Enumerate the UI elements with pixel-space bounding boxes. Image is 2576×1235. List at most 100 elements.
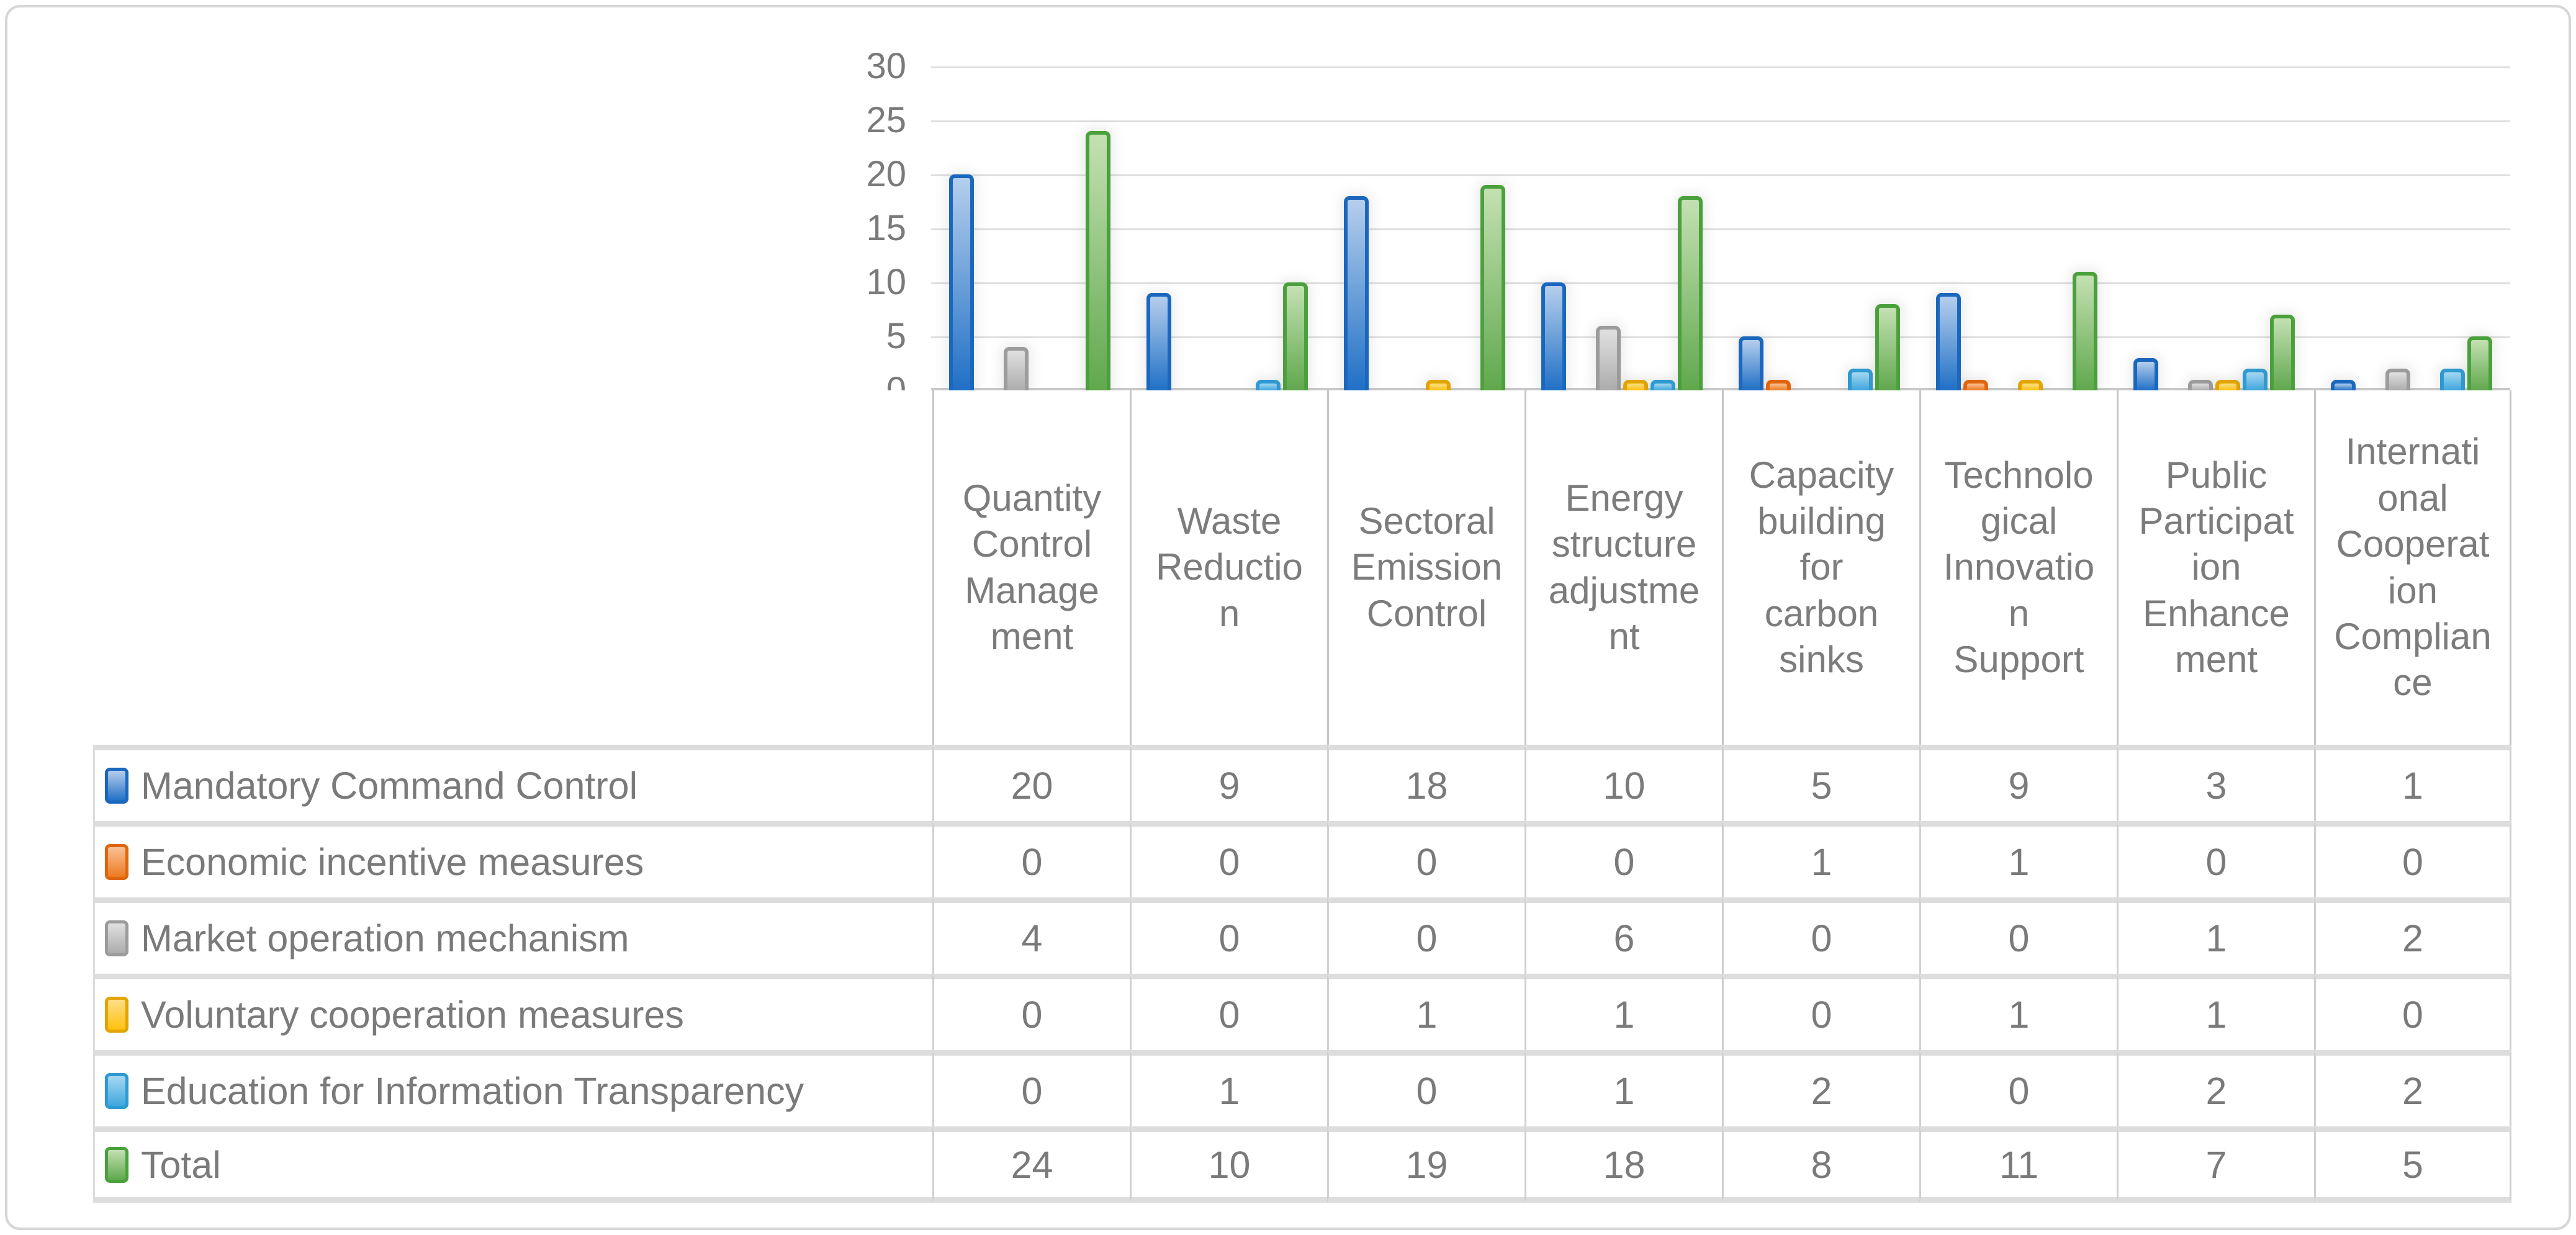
value-cell: 24 (932, 1126, 1130, 1203)
table-row-label: Economic incentive measures (93, 821, 932, 897)
y-axis-tick-label: 10 (866, 262, 906, 302)
value-cell: 18 (1524, 1126, 1722, 1203)
value-cell: 1 (1524, 974, 1722, 1050)
table-row-label: Mandatory Command Control (93, 745, 932, 821)
bar-series-4 (1623, 379, 1648, 390)
bar-series-6 (2270, 315, 2295, 390)
value-cell: 0 (1722, 897, 1919, 974)
series-name-label: Market operation mechanism (141, 917, 629, 959)
category-header-cell: Sectoral Emission Control (1327, 390, 1524, 745)
bar-series-1 (949, 174, 974, 390)
value-cell: 0 (2117, 821, 2314, 897)
bar-series-5 (1848, 369, 1873, 390)
bar-group (931, 66, 1128, 390)
bar-series-6 (1875, 303, 1900, 390)
bar-series-5 (2243, 369, 2268, 390)
legend-swatch-icon (105, 1146, 128, 1183)
value-cell: 7 (2117, 1126, 2314, 1203)
gridline (931, 228, 2510, 230)
bar-series-6 (2467, 336, 2492, 390)
value-cell: 0 (1327, 821, 1524, 897)
bar-series-2 (1766, 379, 1791, 390)
bar-series-1 (2331, 379, 2356, 390)
category-header-cell: Public Participat ion Enhance ment (2117, 390, 2314, 745)
bar-group (1918, 66, 2115, 390)
bar-series-1 (1739, 336, 1763, 390)
bar-series-1 (2133, 357, 2158, 390)
y-axis-tick-label: 5 (886, 316, 906, 356)
bar-series-4 (2018, 379, 2043, 390)
bar-group (2313, 66, 2510, 390)
bar-series-4 (1426, 379, 1451, 390)
y-axis-tick-label: 20 (866, 154, 906, 194)
y-axis-tick-label: 15 (866, 208, 906, 248)
value-cell: 19 (1327, 1126, 1524, 1203)
bar-series-3 (2385, 369, 2410, 390)
gridline (931, 120, 2510, 122)
bar-series-4 (2215, 379, 2240, 390)
value-cell: 1 (2117, 974, 2314, 1050)
legend-swatch-icon (105, 844, 128, 880)
value-cell: 1 (1919, 821, 2117, 897)
value-cell: 0 (932, 821, 1130, 897)
value-cell: 0 (1919, 1050, 2117, 1126)
value-cell: 10 (1524, 745, 1722, 821)
bar-group (1721, 66, 1918, 390)
value-cell: 6 (1524, 897, 1722, 974)
value-cell: 5 (2314, 1126, 2511, 1203)
value-cell: 1 (1327, 974, 1524, 1050)
bar-group (1326, 66, 1523, 390)
y-axis-tick-label: 25 (866, 100, 906, 140)
bar-series-6 (1480, 185, 1505, 390)
legend-swatch-icon (105, 997, 128, 1033)
table-row-label: Market operation mechanism (93, 897, 932, 974)
table-row-label: Total (93, 1126, 932, 1203)
value-cell: 0 (1722, 974, 1919, 1050)
value-cell: 2 (2314, 897, 2511, 974)
bar-series-5 (1651, 379, 1675, 390)
y-axis-tick-label: 30 (866, 46, 906, 86)
value-cell: 0 (1919, 897, 2117, 974)
gridline (931, 336, 2510, 338)
table-corner-empty (93, 390, 932, 745)
value-cell: 8 (1722, 1126, 1919, 1203)
value-cell: 1 (1919, 974, 2117, 1050)
bar-group (2115, 66, 2313, 390)
value-cell: 0 (1130, 897, 1327, 974)
gridline (931, 282, 2510, 284)
data-table: Quantity Control Manage ment Waste Reduct… (93, 390, 2511, 1203)
legend-swatch-icon (105, 1073, 128, 1109)
bar-series-3 (2188, 379, 2213, 390)
value-cell: 5 (1722, 745, 1919, 821)
value-cell: 1 (1524, 1050, 1722, 1126)
value-cell: 0 (932, 974, 1130, 1050)
value-cell: 11 (1919, 1126, 2117, 1203)
series-name-label: Total (141, 1143, 221, 1186)
bar-group (1128, 66, 1326, 390)
legend-swatch-icon (105, 920, 128, 956)
value-cell: 0 (1130, 821, 1327, 897)
category-header-cell: Energy structure adjustme nt (1524, 390, 1722, 745)
bar-series-5 (2440, 369, 2465, 390)
series-name-label: Voluntary cooperation measures (141, 994, 684, 1036)
bar-series-1 (1541, 282, 1566, 390)
bar-series-1 (1344, 195, 1369, 390)
value-cell: 20 (932, 745, 1130, 821)
value-cell: 1 (1722, 821, 1919, 897)
bar-series-2 (1963, 379, 1988, 390)
category-header-cell: Capacity building for carbon sinks (1722, 390, 1919, 745)
value-cell: 3 (2117, 745, 2314, 821)
bar-series-1 (1146, 293, 1171, 390)
value-cell: 9 (1130, 745, 1327, 821)
bar-series-3 (1004, 347, 1029, 390)
value-cell: 0 (2314, 821, 2511, 897)
bar-series-5 (1256, 379, 1281, 390)
value-cell: 0 (1327, 1050, 1524, 1126)
bar-series-6 (1678, 195, 1703, 390)
category-header-cell: Internati onal Cooperat ion Complian ce (2314, 390, 2511, 745)
series-name-label: Education for Information Transparency (141, 1070, 804, 1112)
series-name-label: Economic incentive measures (141, 841, 644, 883)
value-cell: 0 (932, 1050, 1130, 1126)
bar-series-3 (1596, 325, 1621, 390)
legend-swatch-icon (105, 768, 128, 804)
